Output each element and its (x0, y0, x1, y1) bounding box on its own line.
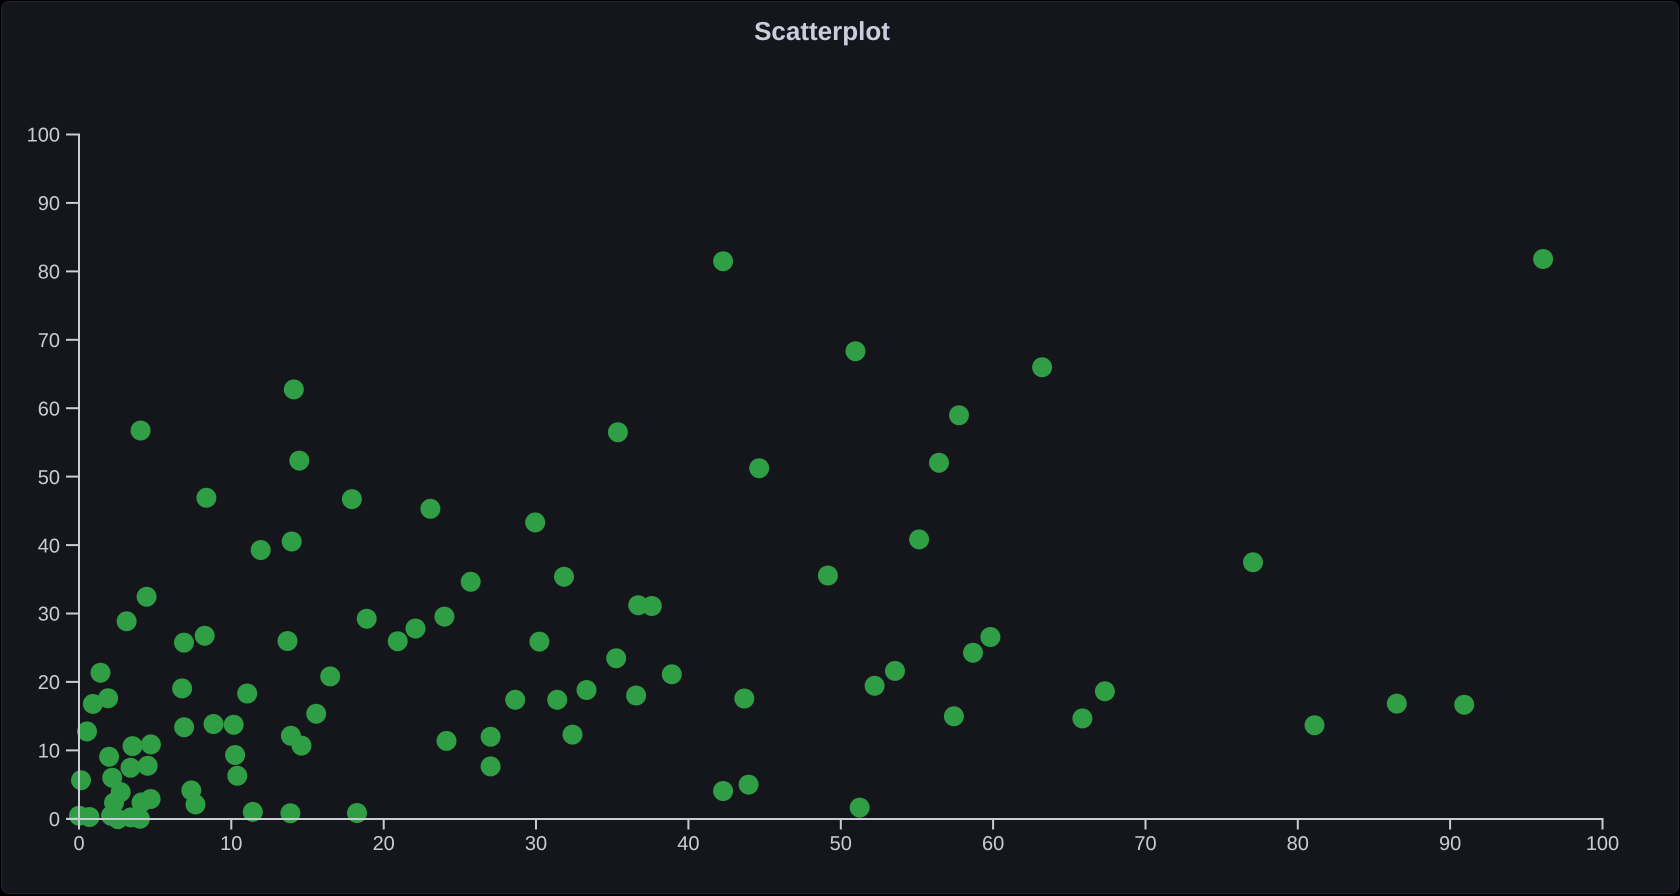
svg-text:100: 100 (27, 125, 60, 147)
svg-text:60: 60 (982, 833, 1004, 855)
svg-text:90: 90 (38, 193, 60, 215)
svg-text:70: 70 (1134, 833, 1156, 855)
svg-text:0: 0 (73, 833, 84, 855)
svg-text:80: 80 (38, 262, 60, 284)
svg-text:100: 100 (1586, 833, 1619, 855)
svg-text:10: 10 (38, 741, 60, 763)
svg-text:40: 40 (38, 535, 60, 557)
svg-text:0: 0 (49, 809, 60, 831)
svg-text:20: 20 (373, 833, 395, 855)
svg-text:30: 30 (525, 833, 547, 855)
svg-text:20: 20 (38, 672, 60, 694)
svg-text:60: 60 (38, 398, 60, 420)
svg-text:10: 10 (220, 833, 242, 855)
svg-text:40: 40 (677, 833, 699, 855)
svg-text:Scatterplot: Scatterplot (754, 16, 890, 46)
svg-text:80: 80 (1287, 833, 1309, 855)
svg-text:50: 50 (830, 833, 852, 855)
svg-text:70: 70 (38, 330, 60, 352)
svg-text:90: 90 (1439, 833, 1461, 855)
svg-text:30: 30 (38, 604, 60, 626)
svg-text:50: 50 (38, 467, 60, 489)
